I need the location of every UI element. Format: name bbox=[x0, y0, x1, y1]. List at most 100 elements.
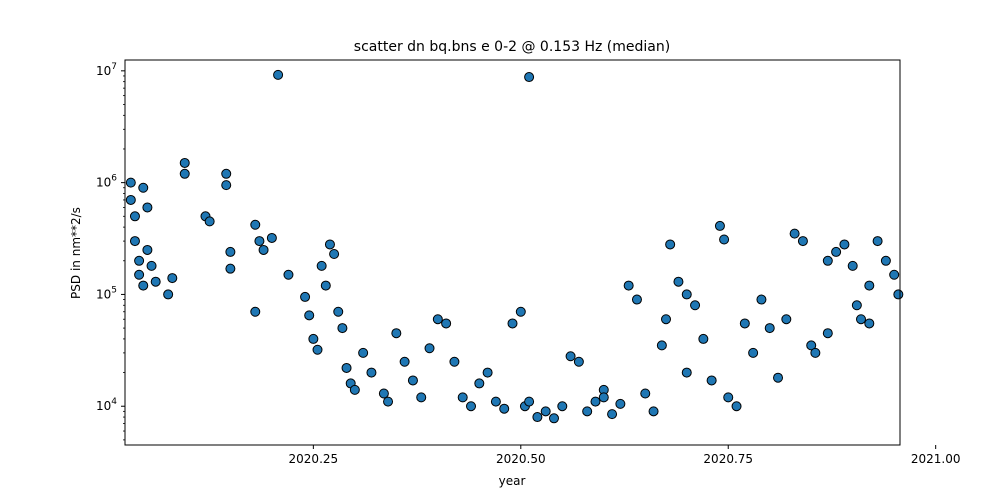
data-point bbox=[524, 72, 535, 83]
y-tick-label: 105 bbox=[96, 285, 117, 301]
y-minor-ticks bbox=[123, 75, 125, 441]
data-point bbox=[719, 234, 730, 245]
data-point bbox=[474, 378, 485, 389]
data-point bbox=[407, 375, 418, 386]
data-point bbox=[714, 220, 725, 231]
data-point bbox=[851, 300, 862, 311]
data-point bbox=[490, 396, 501, 407]
data-point bbox=[822, 255, 833, 266]
x-tick-label: 2021.00 bbox=[911, 452, 961, 466]
chart-title: scatter dn bq.bns e 0-2 @ 0.153 Hz (medi… bbox=[354, 39, 670, 55]
y-tick-label: 107 bbox=[96, 62, 117, 78]
data-point bbox=[225, 263, 236, 274]
data-point bbox=[179, 168, 190, 179]
data-point bbox=[623, 280, 634, 291]
data-point bbox=[773, 372, 784, 383]
data-point bbox=[125, 177, 136, 188]
data-point bbox=[391, 328, 402, 339]
data-point bbox=[316, 260, 327, 271]
data-point bbox=[806, 340, 817, 351]
data-point bbox=[839, 239, 850, 250]
data-point bbox=[665, 239, 676, 250]
data-point bbox=[466, 401, 477, 412]
data-point bbox=[349, 384, 360, 395]
data-point bbox=[221, 180, 232, 191]
data-point bbox=[540, 406, 551, 417]
data-point bbox=[283, 269, 294, 280]
plot-area bbox=[125, 60, 900, 445]
data-point bbox=[254, 236, 265, 247]
data-point bbox=[893, 289, 904, 300]
data-point bbox=[129, 236, 140, 247]
data-point bbox=[661, 314, 672, 325]
data-point bbox=[698, 333, 709, 344]
data-point bbox=[416, 392, 427, 403]
data-point bbox=[810, 347, 821, 358]
data-point bbox=[648, 406, 659, 417]
data-point bbox=[889, 269, 900, 280]
data-point bbox=[681, 367, 692, 378]
data-point bbox=[457, 392, 468, 403]
data-point bbox=[432, 314, 443, 325]
data-point bbox=[304, 310, 315, 321]
data-point bbox=[864, 280, 875, 291]
data-point bbox=[250, 219, 261, 230]
x-axis: 2020.252020.502020.752021.002021.252021.… bbox=[289, 445, 961, 466]
y-axis-label: PSD in nm**2/s bbox=[69, 207, 83, 299]
data-point bbox=[582, 406, 593, 417]
data-point bbox=[615, 398, 626, 409]
data-point bbox=[125, 194, 136, 205]
data-point bbox=[266, 232, 277, 243]
y-axis: 104 105 106 107 bbox=[96, 62, 125, 413]
data-point bbox=[134, 255, 145, 266]
x-tick-label: 2020.75 bbox=[703, 452, 753, 466]
data-point bbox=[138, 182, 149, 193]
data-point bbox=[329, 248, 340, 259]
data-point bbox=[822, 328, 833, 339]
data-point bbox=[337, 323, 348, 334]
data-point bbox=[656, 340, 667, 351]
data-point bbox=[507, 318, 518, 329]
data-point bbox=[424, 343, 435, 354]
data-point bbox=[880, 255, 891, 266]
points-layer bbox=[125, 69, 904, 424]
data-point bbox=[673, 276, 684, 287]
data-point bbox=[449, 356, 460, 367]
data-point bbox=[690, 300, 701, 311]
data-point bbox=[441, 318, 452, 329]
data-point bbox=[142, 244, 153, 255]
data-point bbox=[631, 294, 642, 305]
data-point bbox=[179, 157, 190, 168]
data-point bbox=[142, 202, 153, 213]
data-point bbox=[273, 69, 284, 80]
data-point bbox=[258, 244, 269, 255]
data-point bbox=[789, 228, 800, 239]
data-point bbox=[134, 269, 145, 280]
data-point bbox=[856, 314, 866, 325]
data-point bbox=[590, 396, 601, 407]
y-tick-label: 106 bbox=[96, 174, 117, 190]
data-point bbox=[399, 356, 410, 367]
data-point bbox=[532, 412, 543, 423]
data-point bbox=[324, 239, 335, 250]
data-point bbox=[300, 291, 311, 302]
data-point bbox=[573, 356, 584, 367]
data-point bbox=[204, 216, 215, 227]
data-point bbox=[557, 401, 568, 412]
data-point bbox=[308, 333, 319, 344]
data-point bbox=[723, 392, 734, 403]
data-point bbox=[482, 367, 493, 378]
data-point bbox=[129, 211, 140, 222]
data-point bbox=[524, 396, 535, 407]
data-point bbox=[764, 323, 775, 334]
data-point bbox=[640, 388, 651, 399]
data-point bbox=[739, 318, 750, 329]
data-point bbox=[872, 236, 883, 247]
data-point bbox=[847, 260, 858, 271]
data-point bbox=[250, 306, 261, 317]
data-point bbox=[221, 168, 232, 179]
data-point bbox=[706, 375, 717, 386]
data-point bbox=[383, 396, 394, 407]
data-point bbox=[320, 280, 331, 291]
